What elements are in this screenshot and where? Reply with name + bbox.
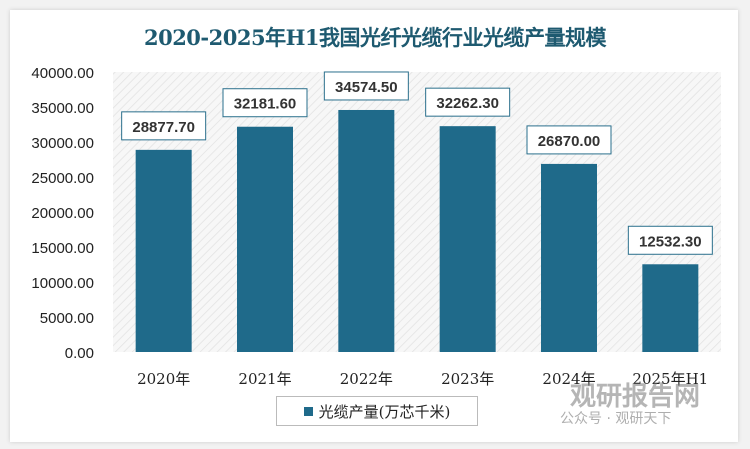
- plot-area: [113, 72, 721, 352]
- bar: [135, 149, 192, 352]
- watermark-brand: 观研报告网: [570, 382, 701, 412]
- x-tick-label: 2024年: [542, 370, 595, 388]
- data-label-box: [323, 71, 409, 101]
- x-tick-label: 2025年H1: [632, 370, 708, 388]
- data-label: 12532.30: [639, 233, 702, 250]
- bar: [338, 109, 395, 352]
- y-tick-label: 15000.00: [31, 240, 94, 257]
- chart-title: 2020-2025年H1我国光纤光缆行业光缆产量规模: [143, 25, 607, 50]
- y-tick-label: 0.00: [65, 345, 94, 362]
- y-tick-label: 35000.00: [31, 100, 94, 117]
- data-label: 32181.60: [234, 96, 297, 113]
- y-tick-label: 30000.00: [31, 135, 94, 152]
- x-tick-label: 2020年: [137, 370, 190, 388]
- x-tick-label: 2022年: [340, 370, 393, 388]
- y-tick-label: 5000.00: [40, 310, 94, 327]
- bar: [237, 126, 293, 353]
- legend-label: 光缆产量(万芯千米): [318, 402, 451, 421]
- legend: 光缆产量(万芯千米): [276, 396, 478, 426]
- y-tick-label: 40000.00: [31, 65, 94, 82]
- data-label-box: [526, 125, 612, 155]
- x-tick-label: 2023年: [441, 370, 494, 388]
- data-label-box: [121, 111, 207, 141]
- data-label: 26870.00: [538, 133, 601, 150]
- x-tick-label: 2021年: [238, 370, 291, 388]
- bar: [541, 163, 597, 352]
- data-label: 28877.70: [132, 119, 195, 136]
- y-tick-label: 25000.00: [31, 170, 94, 187]
- bar: [642, 264, 699, 352]
- y-tick-label: 10000.00: [31, 275, 94, 292]
- watermark-wechat: 公众号 · 观研天下: [560, 411, 672, 427]
- data-label: 34574.50: [335, 79, 398, 96]
- legend-swatch: [303, 406, 313, 416]
- y-tick-label: 20000.00: [31, 205, 94, 222]
- bar: [439, 126, 496, 352]
- data-label-box: [627, 225, 713, 255]
- data-label: 32262.30: [436, 95, 499, 112]
- data-label-box: [425, 87, 511, 117]
- data-label-box: [222, 88, 308, 118]
